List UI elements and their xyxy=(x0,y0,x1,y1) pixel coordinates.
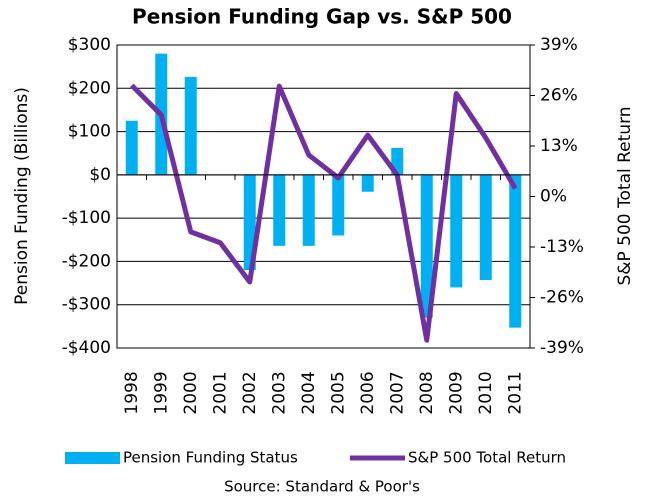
y2-tick-label: -13% xyxy=(540,237,584,257)
y-tick-label: -$300 xyxy=(62,295,111,315)
bar xyxy=(125,120,138,175)
y2-tick-label: 13% xyxy=(540,136,578,156)
x-tick-label: 2003 xyxy=(269,371,289,414)
x-tick-label: 2002 xyxy=(240,371,260,414)
source: Source: Standard & Poor's xyxy=(224,478,420,496)
y-tick-label: -$400 xyxy=(62,338,111,358)
chart-title: Pension Funding Gap vs. S&P 500 xyxy=(132,5,512,29)
y-axis-label: Pension Funding (Billions) xyxy=(12,87,32,305)
y2-tick-label: 0% xyxy=(540,187,567,207)
y-tick-label: $0 xyxy=(89,165,111,185)
bar xyxy=(273,174,286,246)
y-tick-label: $300 xyxy=(68,35,111,55)
y2-tick-label: 39% xyxy=(540,35,578,55)
x-tick-label: 1999 xyxy=(151,371,171,414)
bar xyxy=(450,174,463,288)
x-tick-label: 2007 xyxy=(387,371,407,414)
x-tick-label: 2011 xyxy=(505,371,525,414)
legend-label: Pension Funding Status xyxy=(123,449,298,467)
y2-tick-label: -26% xyxy=(540,288,584,308)
bar xyxy=(479,174,492,281)
bar xyxy=(184,77,197,175)
x-tick-label: 2005 xyxy=(328,371,348,414)
x-tick-label: 2006 xyxy=(358,371,378,414)
y-tick-label: $200 xyxy=(68,78,111,98)
plot-frame xyxy=(116,44,531,349)
y-tick-label: -$100 xyxy=(62,208,111,228)
bar xyxy=(509,174,522,328)
x-tick-label: 2001 xyxy=(210,371,230,414)
x-tick-label: 1998 xyxy=(122,371,142,414)
y-tick-label: -$200 xyxy=(62,251,111,271)
bar xyxy=(332,174,345,236)
x-tick-label: 2010 xyxy=(476,371,496,414)
x-tick-label: 2004 xyxy=(299,371,319,414)
line xyxy=(129,83,518,343)
legend-swatch xyxy=(65,452,120,464)
y2-tick-label: -39% xyxy=(540,338,584,358)
x-tick-label: 2008 xyxy=(417,371,437,414)
legend-label: S&P 500 Total Return xyxy=(408,449,566,467)
y-tick-label: $100 xyxy=(68,122,111,142)
x-tick-label: 2000 xyxy=(181,371,201,414)
x-tick-label: 2009 xyxy=(446,371,466,414)
bar xyxy=(420,174,433,318)
bar xyxy=(361,174,374,192)
y2-axis-label: S&P 500 Total Return xyxy=(615,106,635,285)
bar xyxy=(302,174,315,246)
y2-tick-label: 26% xyxy=(540,86,578,106)
